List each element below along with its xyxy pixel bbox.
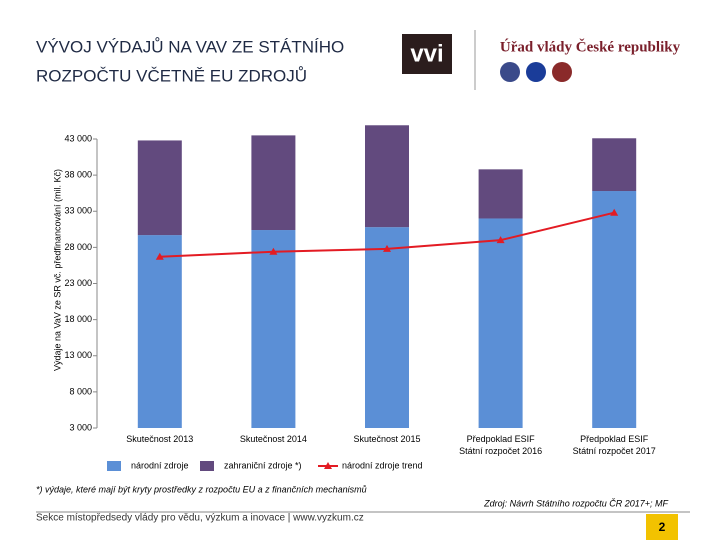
logo-box [402, 34, 452, 74]
bar [365, 125, 409, 228]
footnote: *) výdaje, které mají být kryty prostřed… [36, 484, 367, 494]
y-tick-label: 3 000 [69, 422, 92, 432]
emblem [552, 62, 572, 82]
emblem [526, 62, 546, 82]
logo: vvi [410, 40, 443, 67]
x-tick-label: Skutečnost 2015 [353, 434, 420, 444]
bar [137, 235, 182, 428]
y-tick-label: 8 000 [69, 386, 92, 396]
y-tick-label: 18 000 [64, 314, 92, 324]
page-number: 2 [659, 520, 666, 534]
page-box [646, 514, 678, 540]
bar [251, 230, 296, 428]
y-tick-label: 13 000 [64, 350, 92, 360]
bar [592, 138, 637, 192]
y-tick-label: 28 000 [64, 242, 92, 252]
bar [137, 140, 182, 236]
trend-marker [610, 208, 619, 216]
bar [478, 169, 523, 219]
trend-marker [496, 236, 505, 244]
x-tick-label: Skutečnost 2013 [126, 434, 193, 444]
x-tick-label: Skutečnost 2014 [240, 434, 307, 444]
x-tick-label: Předpoklad ESIF Státní rozpočet 2016 [459, 434, 542, 456]
legend-swatch [107, 461, 121, 471]
bar [592, 191, 637, 428]
bar [365, 227, 409, 428]
y-tick-label: 33 000 [64, 206, 92, 216]
y-tick-label: 43 000 [64, 133, 92, 143]
y-tick-label: 38 000 [64, 170, 92, 180]
bar [478, 218, 523, 428]
emblem [500, 62, 520, 82]
legend-label: národní zdroje trend [342, 460, 423, 470]
legend-marker [324, 462, 332, 469]
trend-marker [383, 244, 391, 252]
bar [251, 135, 296, 231]
footer-text: Sekce místopředsedy vlády pro vědu, výzk… [36, 513, 364, 524]
legend-label: zahraniční zdroje *) [224, 460, 302, 470]
legend-label: národní zdroje [131, 460, 189, 470]
source: Zdroj: Návrh Státního rozpočtu ČR 2017+;… [483, 498, 668, 508]
office: Úřad vlády České republiky [500, 38, 681, 55]
trend-marker [155, 252, 164, 260]
y-tick-label: 23 000 [64, 278, 92, 288]
legend-swatch [200, 461, 214, 471]
trend-marker [269, 247, 278, 255]
x-tick-label: Předpoklad ESIF Státní rozpočet 2017 [573, 434, 656, 456]
title-line: VÝVOJ VÝDAJŮ NA VAV ZE STÁTNÍHO [36, 37, 344, 56]
y-axis-label: Výdaje na VaV ze SR vč. předfinancování … [52, 169, 62, 371]
title-line: ROZPOČTU VČETNĚ EU ZDROJŮ [36, 66, 307, 85]
